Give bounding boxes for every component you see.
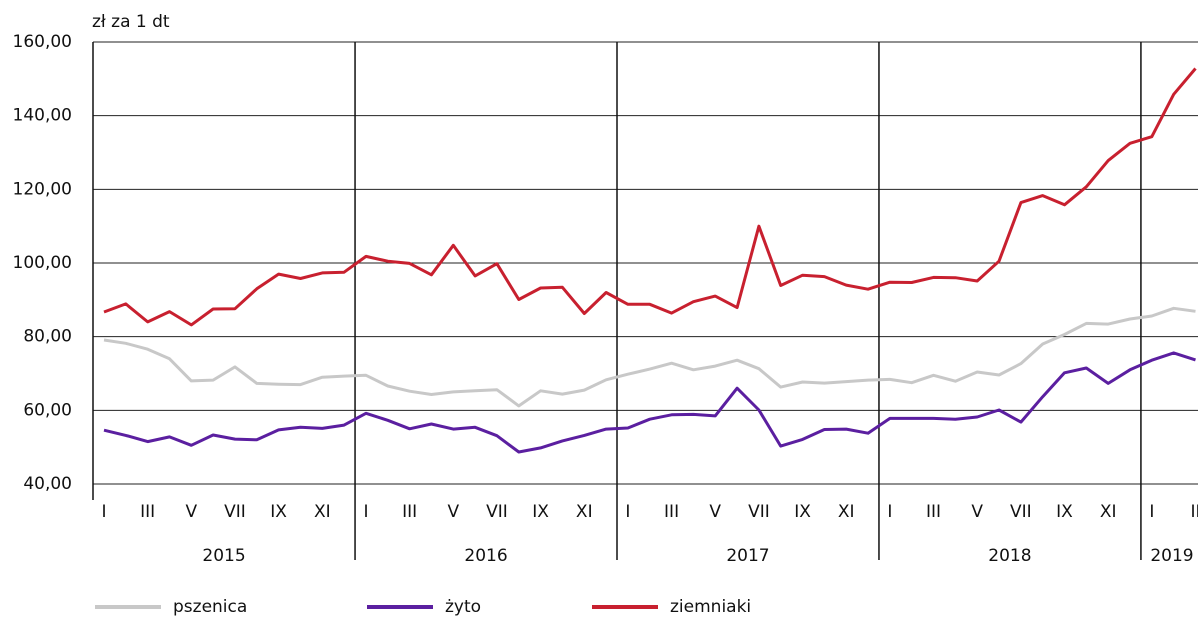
x-tick-label: VII — [1010, 502, 1032, 522]
year-label: 2015 — [202, 546, 245, 566]
x-tick-label: V — [709, 502, 721, 522]
y-tick-label: 160,00 — [13, 32, 72, 52]
y-tick-label: 120,00 — [13, 179, 72, 199]
x-tick-label: I — [363, 502, 368, 522]
y-tick-label: 100,00 — [13, 253, 72, 273]
x-tick-label: V — [971, 502, 983, 522]
x-tick-label: IX — [532, 502, 549, 522]
year-label: 2018 — [988, 546, 1031, 566]
y-tick-label: 140,00 — [13, 106, 72, 126]
x-tick-label: VII — [224, 502, 246, 522]
y-tick-label: 40,00 — [23, 474, 72, 494]
x-tick-label: III — [140, 502, 155, 522]
x-tick-label: I — [101, 502, 106, 522]
legend-label: żyto — [445, 597, 481, 617]
series-line — [103, 67, 1197, 327]
series-line — [103, 306, 1196, 408]
x-tick-label: V — [185, 502, 197, 522]
x-tick-label: IX — [794, 502, 811, 522]
x-tick-label: III — [664, 502, 679, 522]
x-tick-label: XI — [1100, 502, 1117, 522]
x-tick-label: IX — [1056, 502, 1073, 522]
x-tick-label: I — [1149, 502, 1154, 522]
x-tick-label: VII — [486, 502, 508, 522]
x-tick-label: IX — [270, 502, 287, 522]
x-tick-label: V — [447, 502, 459, 522]
x-tick-label: XI — [838, 502, 855, 522]
x-tick-label: XI — [576, 502, 593, 522]
x-tick-label: II — [1190, 502, 1198, 522]
x-tick-label: III — [402, 502, 417, 522]
x-tick-label: XI — [314, 502, 331, 522]
year-label: 2016 — [464, 546, 507, 566]
x-tick-label: III — [926, 502, 941, 522]
legend-label: pszenica — [173, 597, 247, 617]
series-line — [103, 351, 1196, 454]
legend-label: ziemniaki — [670, 597, 751, 617]
x-tick-label: VII — [748, 502, 770, 522]
y-tick-label: 80,00 — [23, 327, 72, 347]
year-label: 2019 — [1150, 546, 1193, 566]
x-tick-label: I — [625, 502, 630, 522]
y-tick-label: 60,00 — [23, 400, 72, 420]
y-unit-label: zł za 1 dt — [92, 12, 170, 32]
x-tick-label: I — [887, 502, 892, 522]
year-label: 2017 — [726, 546, 769, 566]
